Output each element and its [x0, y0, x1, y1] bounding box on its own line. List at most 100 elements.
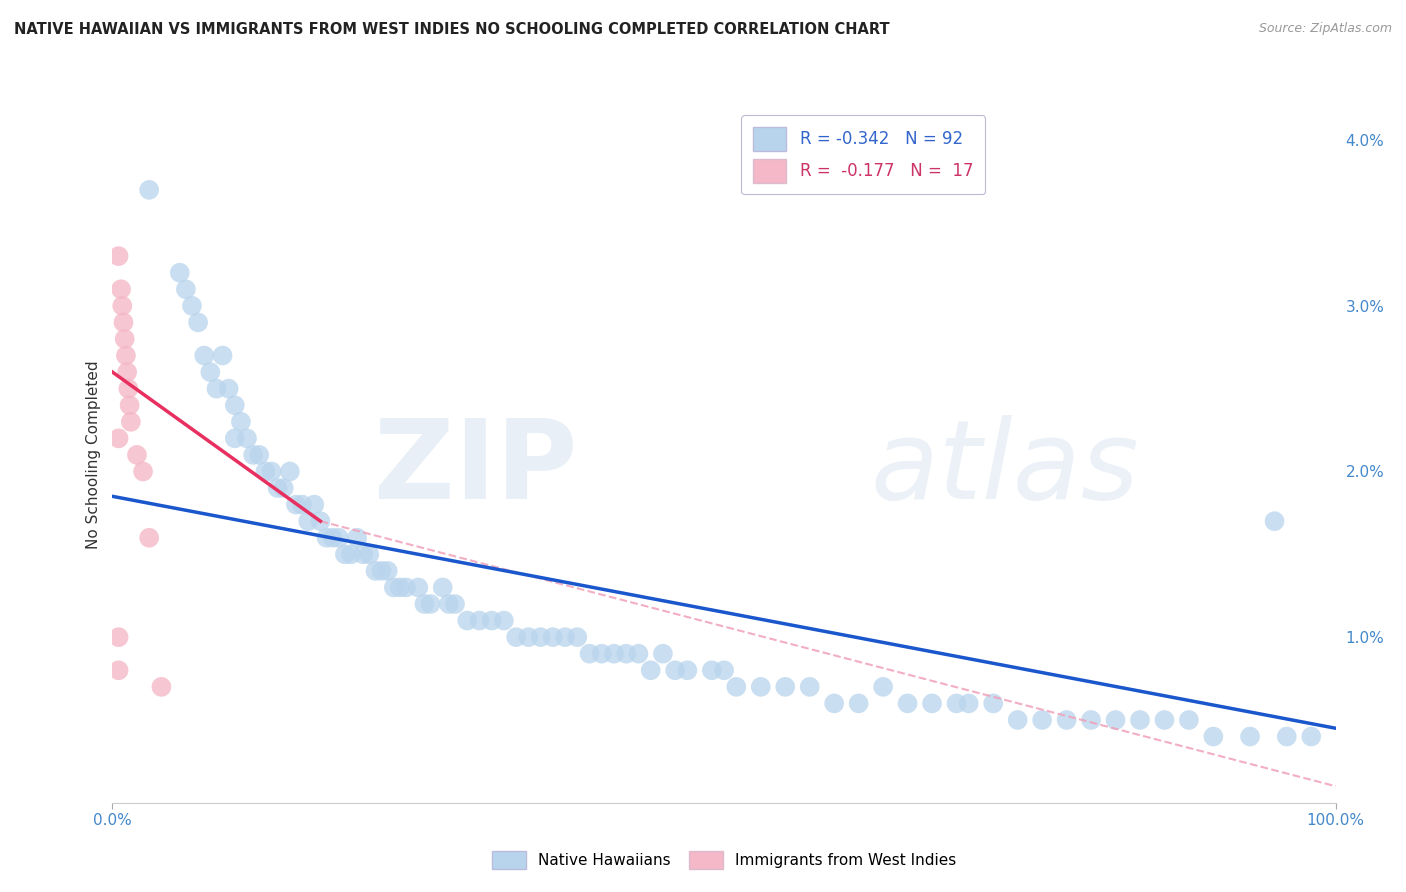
Point: [117, 382, 139, 396]
Point: [328, 531, 350, 545]
Point: [315, 531, 337, 545]
Point: [224, 431, 246, 445]
Point: [224, 398, 246, 412]
Point: [1202, 730, 1225, 744]
Point: [505, 630, 527, 644]
Point: [1153, 713, 1175, 727]
Text: Source: ZipAtlas.com: Source: ZipAtlas.com: [1258, 22, 1392, 36]
Point: [1007, 713, 1029, 727]
Point: [211, 349, 233, 363]
Point: [437, 597, 460, 611]
Point: [775, 680, 797, 694]
Text: atlas: atlas: [870, 416, 1139, 523]
Point: [107, 630, 129, 644]
Point: [676, 663, 699, 677]
Point: [260, 465, 283, 479]
Point: [322, 531, 344, 545]
Point: [304, 498, 326, 512]
Text: NATIVE HAWAIIAN VS IMMIGRANTS FROM WEST INDIES NO SCHOOLING COMPLETED CORRELATIO: NATIVE HAWAIIAN VS IMMIGRANTS FROM WEST …: [14, 22, 890, 37]
Point: [823, 697, 845, 711]
Point: [181, 299, 204, 313]
Point: [273, 481, 295, 495]
Point: [236, 431, 259, 445]
Point: [419, 597, 441, 611]
Point: [112, 315, 135, 329]
Point: [377, 564, 399, 578]
Point: [444, 597, 467, 611]
Point: [1104, 713, 1126, 727]
Point: [408, 581, 430, 595]
Point: [652, 647, 675, 661]
Point: [291, 498, 314, 512]
Point: [395, 581, 418, 595]
Point: [193, 349, 215, 363]
Point: [115, 349, 138, 363]
Point: [266, 481, 288, 495]
Point: [897, 697, 920, 711]
Point: [492, 614, 515, 628]
Point: [364, 564, 387, 578]
Point: [284, 498, 308, 512]
Point: [132, 465, 155, 479]
Point: [848, 697, 870, 711]
Point: [614, 647, 637, 661]
Point: [138, 183, 160, 197]
Point: [382, 581, 405, 595]
Point: [107, 431, 129, 445]
Point: [481, 614, 503, 628]
Point: [799, 680, 821, 694]
Point: [278, 465, 301, 479]
Point: [125, 448, 148, 462]
Point: [1129, 713, 1152, 727]
Point: [749, 680, 772, 694]
Y-axis label: No Schooling Completed: No Schooling Completed: [86, 360, 101, 549]
Point: [388, 581, 411, 595]
Point: [138, 531, 160, 545]
Point: [1031, 713, 1053, 727]
Point: [872, 680, 894, 694]
Point: [725, 680, 748, 694]
Point: [309, 514, 332, 528]
Text: ZIP: ZIP: [374, 416, 578, 523]
Point: [957, 697, 980, 711]
Point: [1301, 730, 1323, 744]
Point: [169, 266, 191, 280]
Point: [297, 514, 319, 528]
Point: [1264, 514, 1286, 528]
Point: [664, 663, 686, 677]
Point: [921, 697, 943, 711]
Point: [591, 647, 613, 661]
Point: [627, 647, 650, 661]
Point: [1239, 730, 1261, 744]
Point: [247, 448, 270, 462]
Point: [205, 382, 228, 396]
Point: [111, 299, 134, 313]
Point: [242, 448, 264, 462]
Point: [700, 663, 723, 677]
Point: [352, 547, 374, 561]
Point: [200, 365, 222, 379]
Point: [541, 630, 564, 644]
Point: [713, 663, 735, 677]
Point: [981, 697, 1004, 711]
Point: [945, 697, 967, 711]
Point: [1178, 713, 1201, 727]
Point: [640, 663, 662, 677]
Point: [174, 282, 197, 296]
Point: [456, 614, 478, 628]
Point: [359, 547, 381, 561]
Point: [1056, 713, 1078, 727]
Point: [229, 415, 252, 429]
Point: [254, 465, 277, 479]
Point: [187, 315, 209, 329]
Point: [107, 663, 129, 677]
Point: [517, 630, 540, 644]
Point: [370, 564, 392, 578]
Point: [118, 398, 141, 412]
Point: [578, 647, 600, 661]
Point: [218, 382, 240, 396]
Legend: Native Hawaiians, Immigrants from West Indies: Native Hawaiians, Immigrants from West I…: [486, 846, 962, 875]
Point: [120, 415, 142, 429]
Point: [333, 547, 356, 561]
Point: [150, 680, 173, 694]
